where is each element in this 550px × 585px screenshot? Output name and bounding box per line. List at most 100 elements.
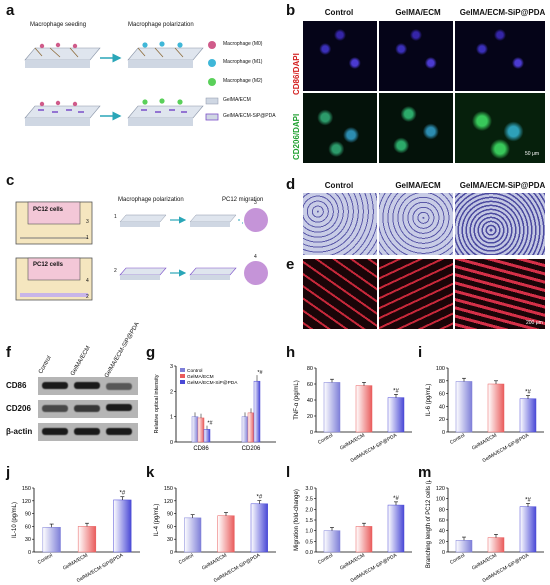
y-tick-label: 1.5 <box>305 518 313 524</box>
c-num-tw-4: 4 <box>86 278 89 284</box>
wb-row-cd206: CD206 <box>6 404 31 413</box>
y-tick-label: 100 <box>436 497 445 503</box>
bar <box>387 397 405 433</box>
legend-label: GelMA/ECM-SiP@PDA <box>187 380 238 386</box>
bar <box>184 517 202 553</box>
y-tick-label: 3 <box>170 364 173 370</box>
x-tick-label: GelMA/ECM <box>339 553 366 572</box>
bar <box>197 417 205 443</box>
legend-m1: Macrophage (M1) <box>223 59 263 65</box>
y-tick-label: 1.0 <box>305 529 313 535</box>
x-tick-label: Control <box>317 553 334 566</box>
bar <box>455 540 473 553</box>
legend-gelma: GelMA/ECM <box>223 97 251 103</box>
bar <box>203 429 211 443</box>
y-axis-label: IL-6 (pg/mL) <box>426 384 432 417</box>
panel-label-f: f <box>6 344 11 361</box>
x-tick-label: GelMA/ECM <box>201 553 228 572</box>
y-tick-label: 3.0 <box>305 486 313 492</box>
panel-label-g: g <box>146 344 156 361</box>
x-tick-label: GelMA/ECM <box>471 433 498 452</box>
legend-swatch <box>180 380 185 384</box>
bar <box>387 504 405 553</box>
legend-m2: Macrophage (M2) <box>223 78 263 84</box>
bar <box>250 503 268 553</box>
bar <box>247 412 255 443</box>
y-axis-label: IL-10 (pg/mL) <box>12 502 18 538</box>
x-tick-label: Control <box>317 433 334 446</box>
significance-mark: *# <box>256 495 262 501</box>
bar <box>217 515 235 553</box>
bar <box>487 537 505 553</box>
y-axis-label: Relative optical intensity <box>154 374 160 433</box>
bar <box>355 385 373 433</box>
x-tick-label: Control <box>449 553 466 566</box>
micrograph-cd206-control <box>303 93 377 163</box>
bar <box>323 530 341 553</box>
panel-label-d: d <box>286 176 296 193</box>
y-tick-label: 120 <box>164 499 173 505</box>
panel-label-l: l <box>286 464 291 481</box>
pc12-label-bottom: PC12 cells <box>33 262 64 268</box>
y-tick-label: 0 <box>310 430 313 436</box>
cd86-dapi-label: CD86/DAPI <box>292 53 301 95</box>
legend-swatch <box>180 368 185 372</box>
bar <box>519 506 537 553</box>
panel-label-b: b <box>286 2 296 19</box>
x-tick-label: Control <box>37 553 54 566</box>
bar <box>241 416 249 443</box>
pc12-label-top: PC12 cells <box>33 207 64 213</box>
micrograph-cd86-gelma <box>379 21 453 91</box>
wb-row-cd86: CD86 <box>6 381 27 390</box>
micrograph-cd206-gelma <box>379 93 453 163</box>
y-tick-label: 0 <box>170 550 173 556</box>
significance-mark: *# <box>525 390 531 396</box>
transwell-gelma <box>379 193 453 255</box>
transwell-sip <box>455 193 545 255</box>
bar <box>355 526 373 553</box>
panel-label-m: m <box>418 464 432 481</box>
lane-control: Control <box>38 355 53 375</box>
y-tick-label: 30 <box>25 537 31 543</box>
y-tick-label: 150 <box>22 486 31 492</box>
y-tick-label: 0 <box>170 440 173 446</box>
y-axis-label: IL-4 (pg/mL) <box>154 504 160 537</box>
x-tick-label: CD86 <box>193 446 209 452</box>
c-num-tw-3: 3 <box>86 219 89 225</box>
col-header-control-b: Control <box>324 8 354 17</box>
bar <box>113 499 132 553</box>
y-tick-label: 40 <box>307 398 313 404</box>
y-axis-label: Migration (fold-change) <box>294 489 300 551</box>
y-tick-label: 20 <box>439 417 445 423</box>
col-header-gelma-d: GelMA/ECM <box>395 181 441 190</box>
c-num-3: 3 <box>254 200 257 206</box>
wb-band <box>106 428 132 435</box>
y-tick-label: 60 <box>307 382 313 388</box>
y-tick-label: 80 <box>439 379 445 385</box>
bar <box>519 398 537 433</box>
y-tick-label: 0.0 <box>305 550 313 556</box>
seeding-title: Macrophage seeding <box>30 22 87 28</box>
y-tick-label: 150 <box>164 486 173 492</box>
c-num-tw-2: 2 <box>86 294 89 300</box>
panel-label-k: k <box>146 464 155 481</box>
bar <box>253 380 261 443</box>
y-tick-label: 0 <box>442 430 445 436</box>
y-tick-label: 60 <box>439 392 445 398</box>
y-tick-label: 40 <box>439 529 445 535</box>
wb-band <box>106 383 132 390</box>
phalloidin-control <box>303 259 377 329</box>
wb-band <box>74 405 100 412</box>
lane-sip: GelMA/ECM-SiP@PDA <box>104 321 141 379</box>
transwell-control <box>303 193 377 255</box>
col-header-gelma-b: GelMA/ECM <box>395 8 441 17</box>
lane-gelma: GelMA/ECM <box>70 345 92 377</box>
bar <box>191 416 199 443</box>
y-tick-label: 90 <box>167 512 173 518</box>
bar <box>42 527 61 553</box>
legend-m0: Macrophage (M0) <box>223 41 263 47</box>
y-tick-label: 20 <box>439 539 445 545</box>
c-num-4: 4 <box>254 254 257 260</box>
y-tick-label: 0 <box>28 550 31 556</box>
x-tick-label: GelMA/ECM <box>339 433 366 452</box>
